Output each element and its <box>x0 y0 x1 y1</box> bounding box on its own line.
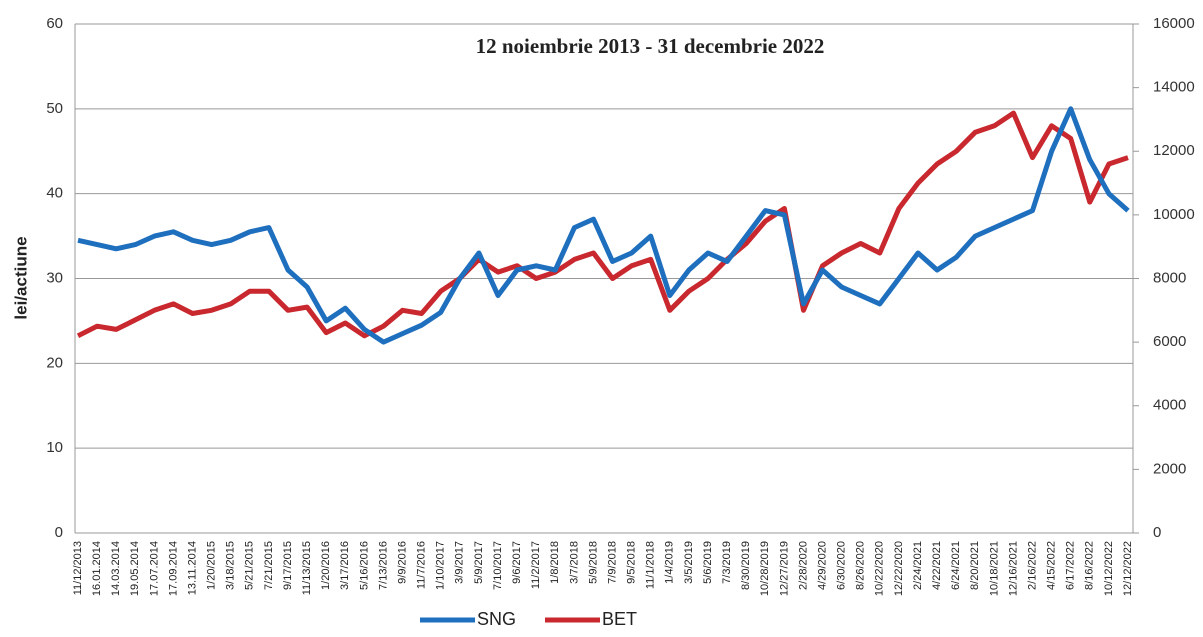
y-tick-label: 40 <box>46 185 63 202</box>
y2-tick-label: 16000 <box>1153 15 1195 32</box>
x-tick-label: 10/12/2022 <box>1103 541 1115 596</box>
x-tick-label: 12/12/2022 <box>1122 541 1134 596</box>
x-tick-label: 5/16/2016 <box>358 541 370 590</box>
x-tick-label: 11/2/2017 <box>530 541 542 589</box>
x-tick-label: 10/18/2021 <box>988 541 1000 596</box>
legend-label: BET <box>602 609 637 629</box>
x-tick-label: 1/10/2017 <box>435 541 447 590</box>
x-tick-label: 1/8/2018 <box>549 541 561 584</box>
y2-tick-label: 0 <box>1153 524 1161 541</box>
x-tick-label: 7/9/2018 <box>606 541 618 584</box>
x-tick-label: 14.03.2014 <box>110 541 122 596</box>
x-tick-label: 19.05.2014 <box>129 541 141 596</box>
x-tick-label: 17.09.2014 <box>167 541 179 596</box>
x-tick-label: 1/4/2019 <box>664 541 676 584</box>
chart-title: 12 noiembrie 2013 - 31 decembrie 2022 <box>476 34 825 58</box>
x-tick-label: 5/6/2019 <box>702 541 714 584</box>
x-tick-label: 9/5/2018 <box>626 541 638 584</box>
x-tick-label: 12/16/2021 <box>1007 541 1019 596</box>
y2-tick-label: 4000 <box>1153 397 1186 414</box>
x-tick-label: 11/13/2015 <box>301 541 313 595</box>
x-tick-label: 3/18/2015 <box>225 541 237 590</box>
x-tick-label: 10/22/2020 <box>874 541 886 596</box>
x-tick-label: 11/12/2013 <box>72 541 84 595</box>
y2-tick-label: 14000 <box>1153 79 1195 96</box>
series-line <box>77 106 1130 345</box>
x-tick-label: 1/20/2016 <box>320 541 332 590</box>
x-tick-label: 3/5/2019 <box>683 541 695 584</box>
x-tick-label: 11/7/2016 <box>416 541 428 589</box>
y-tick-label: 0 <box>55 524 63 541</box>
y-tick-label: 60 <box>46 15 63 32</box>
x-tick-label: 4/15/2022 <box>1046 541 1058 590</box>
y-tick-label: 30 <box>46 269 63 286</box>
x-tick-label: 9/9/2016 <box>396 541 408 584</box>
x-tick-label: 6/30/2020 <box>836 541 848 590</box>
x-tick-label: 2/16/2022 <box>1026 541 1038 590</box>
x-tick-label: 6/24/2021 <box>950 541 962 590</box>
x-tick-label: 4/29/2020 <box>816 541 828 590</box>
x-tick-label: 5/9/2017 <box>473 541 485 584</box>
x-tick-label: 11/1/2018 <box>645 541 657 589</box>
y-tick-label: 50 <box>46 100 63 117</box>
x-tick-label: 13.11.2014 <box>186 541 198 595</box>
x-tick-label: 5/9/2018 <box>587 541 599 584</box>
y2-tick-label: 8000 <box>1153 269 1186 286</box>
x-tick-label: 4/22/2021 <box>931 541 943 590</box>
x-tick-label: 6/17/2022 <box>1065 541 1077 590</box>
x-tick-label: 2/28/2020 <box>797 541 809 590</box>
x-tick-label: 17.07.2014 <box>148 541 160 596</box>
legend-label: SNG <box>477 609 516 629</box>
x-tick-label: 7/21/2015 <box>263 541 275 590</box>
series-line <box>76 110 1129 339</box>
x-tick-label: 7/13/2016 <box>377 541 389 590</box>
x-tick-label: 3/9/2017 <box>454 541 466 584</box>
x-tick-label: 3/17/2016 <box>339 541 351 590</box>
x-tick-label: 16.01.2014 <box>91 541 103 596</box>
x-tick-label: 12/22/2020 <box>893 541 905 596</box>
x-tick-label: 10/28/2019 <box>759 541 771 596</box>
x-tick-label: 8/26/2020 <box>855 541 867 590</box>
y-tick-label: 10 <box>46 439 63 456</box>
y2-tick-label: 10000 <box>1153 206 1195 223</box>
x-tick-label: 7/10/2017 <box>492 541 504 590</box>
x-tick-label: 8/16/2022 <box>1084 541 1096 590</box>
x-tick-label: 3/7/2018 <box>568 541 580 584</box>
y2-tick-label: 12000 <box>1153 142 1195 159</box>
x-tick-label: 7/3/2019 <box>721 541 733 584</box>
y2-tick-label: 2000 <box>1153 460 1186 477</box>
x-tick-label: 12/27/2019 <box>778 541 790 596</box>
x-tick-label: 8/20/2021 <box>969 541 981 590</box>
x-tick-label: 9/6/2017 <box>511 541 523 584</box>
x-tick-label: 8/30/2019 <box>740 541 752 590</box>
y-tick-label: 20 <box>46 354 63 371</box>
x-tick-label: 9/17/2015 <box>282 541 294 590</box>
x-tick-label: 2/24/2021 <box>912 541 924 590</box>
y2-tick-label: 6000 <box>1153 333 1186 350</box>
y-axis-label: lei/actiune <box>11 236 30 319</box>
x-tick-label: 5/21/2015 <box>244 541 256 590</box>
x-tick-label: 1/20/2015 <box>206 541 218 590</box>
